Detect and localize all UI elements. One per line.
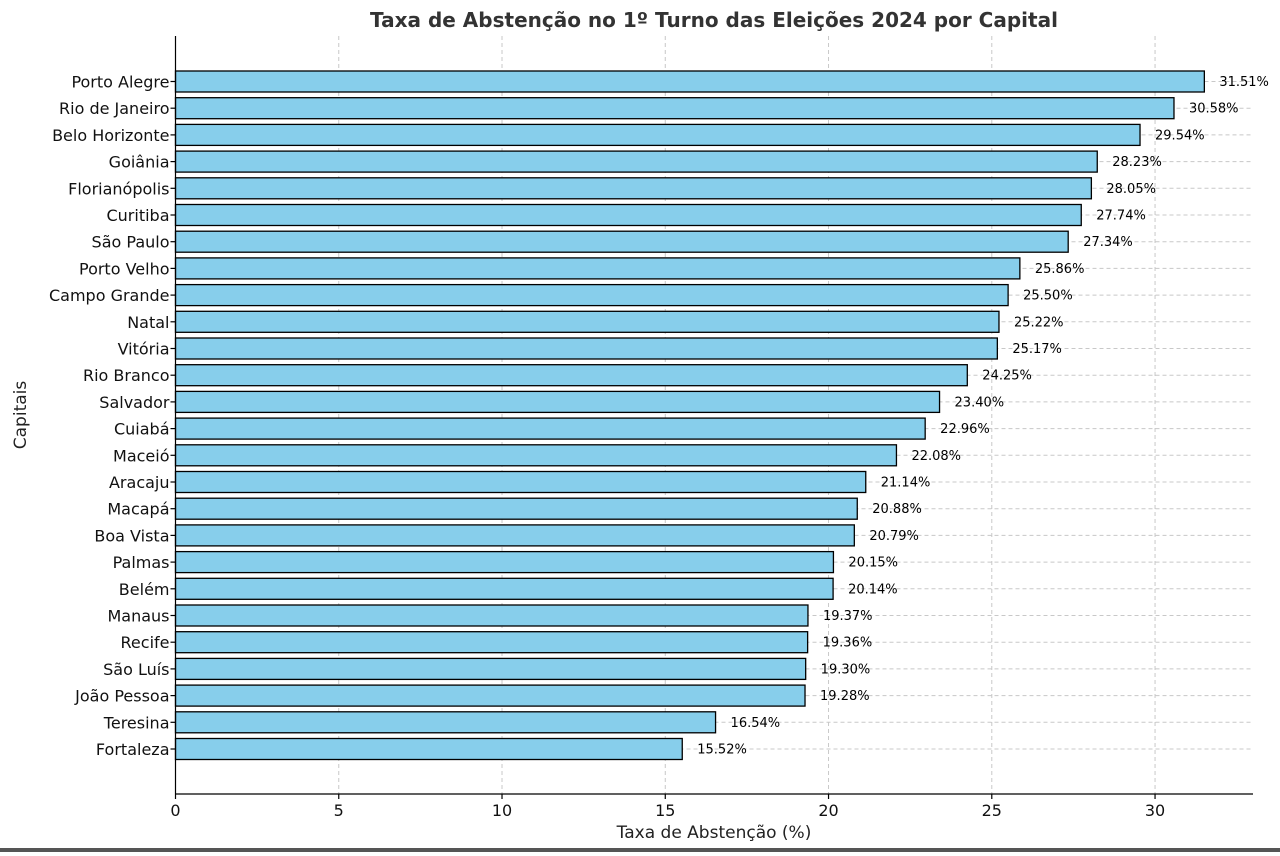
y-axis-label: Capitais [11,381,31,450]
category-label: Campo Grande [49,286,170,305]
data-label: 20.88% [872,502,922,517]
bar [174,283,1009,307]
data-label: 23.40% [955,395,1005,410]
category-label: Macapá [107,500,169,519]
bar [174,150,1098,173]
data-label: 25.86% [1035,262,1085,277]
x-tick-label: 0 [170,801,180,820]
category-label: São Luís [103,660,169,679]
bar [174,70,1205,93]
bar [174,604,809,627]
data-label: 27.74% [1096,209,1146,224]
bar-layer [174,70,1205,761]
x-tick-label: 20 [818,801,838,820]
data-label: 25.17% [1012,342,1062,357]
bar [174,444,898,467]
data-label: 16.54% [731,716,781,731]
category-label: Teresina [103,713,170,732]
data-label: 25.22% [1014,315,1064,330]
category-label: Boa Vista [94,526,169,545]
category-label: Cuiabá [114,420,170,439]
category-label: Recife [121,633,170,652]
bar [174,737,683,761]
bar [174,497,858,520]
axis-layer: 0 5 10 15 20 25 30 [170,36,1253,820]
data-label: 20.79% [869,529,919,544]
data-label: 30.58% [1189,102,1239,117]
category-label: Natal [127,313,169,332]
label-layer: Porto Alegre 31.51% Rio de Janeiro 30.58% Be… [49,73,1269,760]
bar [174,337,998,360]
data-label: 20.15% [848,556,898,571]
data-label: 20.14% [848,582,898,597]
bar [174,470,867,494]
bar [174,524,855,547]
data-label: 22.08% [911,449,961,464]
category-label: Curitiba [106,206,169,225]
chart-title: Taxa de Abstenção no 1º Turno das Eleiçõ… [370,8,1058,32]
category-label: Salvador [99,393,170,412]
x-tick-label: 15 [655,801,675,820]
data-label: 19.30% [821,662,871,677]
data-label: 21.14% [881,476,931,491]
bar [174,711,717,734]
data-label: 27.34% [1083,235,1133,250]
bar [174,203,1082,227]
category-label: Manaus [107,607,169,626]
bar [174,390,941,414]
data-label: 31.51% [1219,75,1269,90]
category-label: Porto Velho [79,259,170,278]
bar [174,123,1141,147]
bar [174,177,1093,200]
category-label: Aracaju [109,473,170,492]
x-tick-label: 30 [1145,801,1165,820]
category-label: Rio de Janeiro [59,99,170,118]
data-label: 15.52% [697,743,747,758]
category-label: Belo Horizonte [52,126,169,145]
data-label: 19.37% [823,609,873,624]
data-label: 29.54% [1155,128,1205,143]
category-label: Maceió [113,446,169,465]
category-label: João Pessoa [74,687,169,706]
category-label: Belém [119,580,170,599]
category-label: Palmas [113,553,170,572]
category-label: São Paulo [92,233,170,252]
category-label: Rio Branco [83,366,170,385]
category-label: Fortaleza [96,740,170,759]
bar [174,577,834,600]
bar [174,364,968,387]
category-label: Porto Alegre [71,73,169,92]
data-label: 24.25% [982,369,1032,384]
bar [174,684,806,707]
category-label: Vitória [118,340,170,359]
data-label: 25.50% [1023,289,1073,304]
x-tick-label: 5 [334,801,344,820]
bar [174,257,1021,280]
bar [174,550,835,574]
bottom-rule [0,848,1280,852]
grid-layer [175,36,1253,794]
x-axis-label: Taxa de Abstenção (%) [616,823,812,843]
category-label: Goiânia [109,153,170,172]
bar [174,230,1069,253]
x-tick-label: 10 [492,801,512,820]
data-label: 19.28% [820,689,870,704]
bar [174,631,809,654]
x-tick-label: 25 [982,801,1002,820]
bar [174,657,807,681]
category-label: Florianópolis [68,179,169,198]
data-label: 22.96% [940,422,990,437]
bar [174,417,926,440]
bar [174,97,1175,120]
data-label: 28.05% [1106,182,1156,197]
bar [174,310,1000,333]
data-label: 28.23% [1112,155,1162,170]
data-label: 19.36% [823,636,873,651]
